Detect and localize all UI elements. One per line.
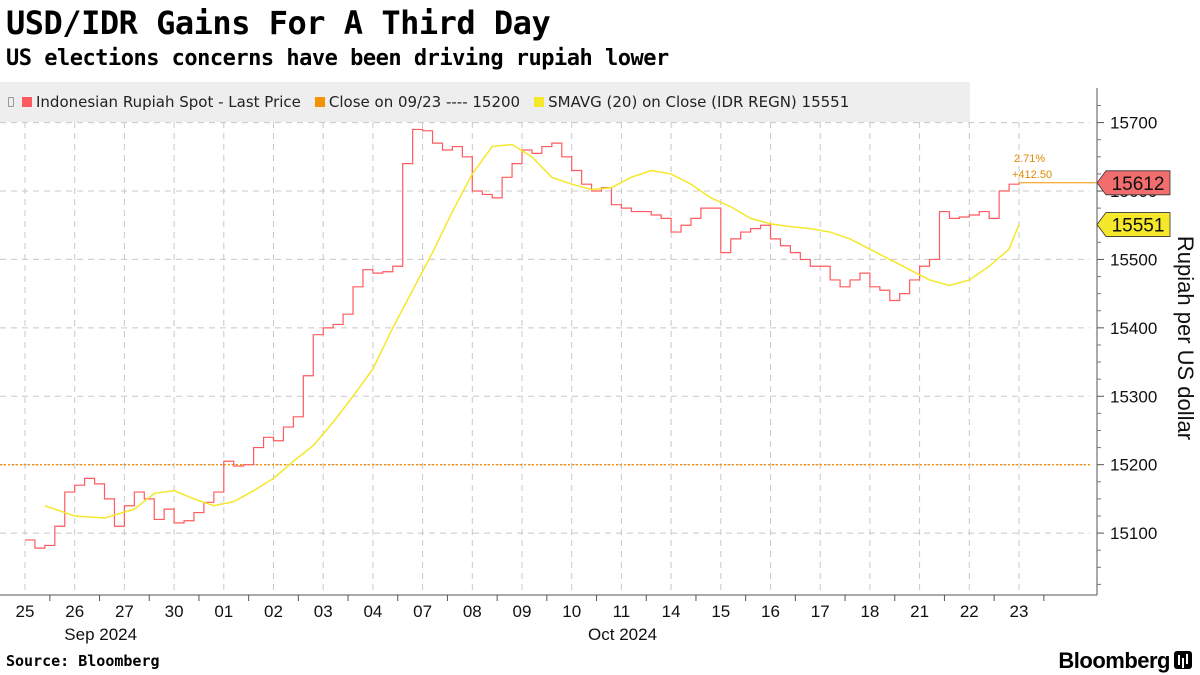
- x-tick-label: 11: [613, 602, 631, 621]
- chart-legend: Indonesian Rupiah Spot - Last Price Clos…: [0, 82, 970, 122]
- last-value-label-spot: 15612: [1096, 170, 1171, 196]
- x-tick-label: 23: [1010, 602, 1029, 621]
- y-tick-label: 15300: [1110, 387, 1157, 406]
- label-layer: 2.71% +412.50 15612 15551: [1012, 153, 1171, 237]
- legend-swatch-spot: [22, 97, 32, 107]
- x-tick-label: 08: [463, 602, 482, 621]
- legend-item-spot[interactable]: Indonesian Rupiah Spot - Last Price: [22, 93, 301, 111]
- bloomberg-icon: [1174, 651, 1192, 669]
- y-tick-label: 15600: [1110, 182, 1157, 201]
- legend-item-smavg[interactable]: SMAVG (20) on Close (IDR REGN) 15551: [534, 93, 849, 111]
- y-tick-label: 15200: [1110, 456, 1157, 475]
- annotation-change: +412.50: [1012, 169, 1052, 181]
- last-value-label-smavg: 15551: [1096, 212, 1171, 237]
- y-tick-label: 15400: [1110, 319, 1157, 338]
- page-title: USD/IDR Gains For A Third Day: [6, 4, 551, 42]
- annotation-pct: 2.71%: [1014, 153, 1045, 165]
- grid-lines: [0, 122, 1090, 595]
- x-tick-label: 15: [711, 602, 730, 621]
- legend-item-close[interactable]: Close on 09/23 ---- 15200: [314, 93, 521, 111]
- x-tick-label: 25: [16, 602, 35, 621]
- x-tick-label: 07: [413, 602, 432, 621]
- x-tick-label: 10: [562, 602, 581, 621]
- brand-logo: Bloomberg: [1058, 648, 1170, 673]
- last-value-badge: [1096, 212, 1171, 237]
- y-tick-label: 15700: [1110, 114, 1157, 133]
- x-tick-label: 22: [960, 602, 979, 621]
- series-layer: [25, 128, 1020, 549]
- last-value-text: 15612: [1112, 174, 1165, 195]
- series-line-spot: [25, 128, 1020, 549]
- last-value-badge: [1096, 170, 1171, 196]
- source-note: Source: Bloomberg: [6, 652, 160, 670]
- x-month-label: Oct 2024: [588, 625, 657, 644]
- x-tick-label: 21: [910, 602, 929, 621]
- x-tick-label: 18: [860, 602, 879, 621]
- series-line-smavg: [44, 143, 1020, 519]
- x-tick-label: 09: [513, 602, 532, 621]
- y-axis-title: Rupiah per US dollar: [1173, 236, 1198, 440]
- x-tick-label: 14: [662, 602, 681, 621]
- legend-swatch-close: [314, 97, 325, 107]
- legend-label-close: Close on 09/23 ---- 15200: [328, 93, 521, 111]
- legend-label-spot: Indonesian Rupiah Spot - Last Price: [36, 93, 301, 111]
- page-subtitle: US elections concerns have been driving …: [6, 46, 669, 71]
- x-tick-label: 26: [65, 602, 84, 621]
- last-value-text: 15551: [1112, 216, 1165, 237]
- y-tick-label: 15100: [1110, 524, 1157, 543]
- x-tick-label: 27: [115, 602, 134, 621]
- axis-layer: 15100 15200 15300 15400 15500 15600 15700 25 26 2…: [0, 88, 1198, 644]
- legend-swatch-smavg: [534, 97, 545, 107]
- legend-label-smavg: SMAVG (20) on Close (IDR REGN) 15551: [548, 93, 850, 111]
- legend-grip-icon[interactable]: [8, 97, 14, 107]
- x-tick-label: 01: [214, 602, 233, 621]
- x-tick-label: 30: [165, 602, 184, 621]
- x-tick-label: 17: [811, 602, 830, 621]
- x-tick-label: 02: [264, 602, 283, 621]
- x-month-label: Sep 2024: [64, 625, 137, 644]
- x-tick-label: 04: [363, 602, 382, 621]
- y-tick-label: 15500: [1110, 250, 1157, 269]
- x-tick-label: 16: [761, 602, 780, 621]
- x-tick-label: 03: [314, 602, 333, 621]
